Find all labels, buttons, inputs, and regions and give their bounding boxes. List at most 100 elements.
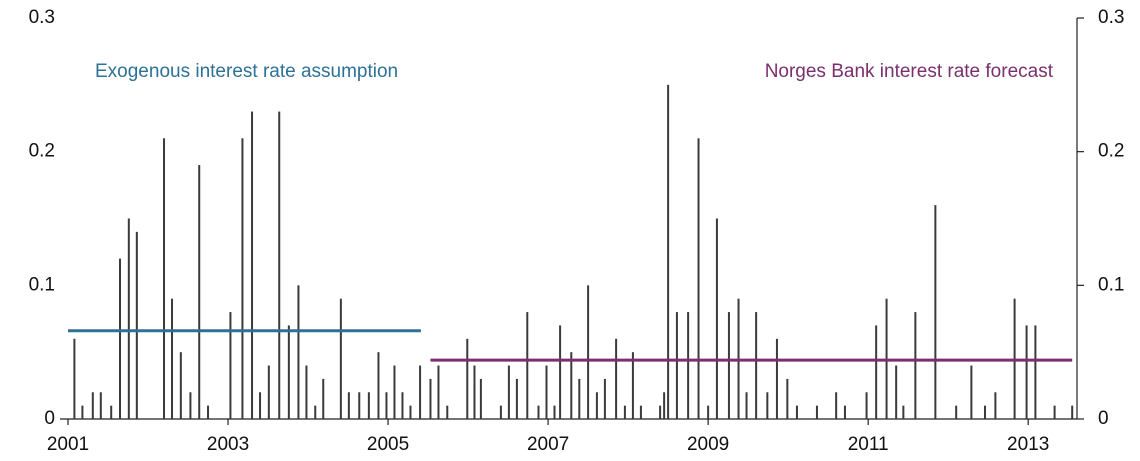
bar xyxy=(179,352,182,419)
bar xyxy=(110,405,113,419)
bar xyxy=(119,258,122,419)
bar xyxy=(401,392,404,419)
bar xyxy=(437,365,440,419)
x-tick-label: 2009 xyxy=(687,434,729,455)
bar xyxy=(526,312,529,419)
bar xyxy=(553,405,556,419)
bar xyxy=(914,312,917,419)
bar xyxy=(667,84,670,419)
bar xyxy=(875,325,878,419)
bar xyxy=(675,312,678,419)
bar xyxy=(305,365,308,419)
bar xyxy=(73,338,76,419)
bar xyxy=(385,392,388,419)
bar xyxy=(267,365,270,419)
bar xyxy=(135,231,138,419)
bar xyxy=(1034,325,1037,419)
bar xyxy=(595,392,598,419)
bar xyxy=(545,365,548,419)
bar xyxy=(377,352,380,419)
bar xyxy=(537,405,540,419)
bar xyxy=(473,365,476,419)
y2-tick-label: 0.2 xyxy=(1098,141,1124,162)
bar xyxy=(715,218,718,419)
bar xyxy=(99,392,102,419)
bar xyxy=(322,378,325,419)
bar xyxy=(663,392,666,419)
bar xyxy=(1053,405,1056,419)
x-tick-label: 2005 xyxy=(367,434,409,455)
y2-tick-label: 0 xyxy=(1098,408,1109,429)
bar xyxy=(775,338,778,419)
bar xyxy=(339,298,342,419)
bar xyxy=(419,365,422,419)
bar xyxy=(429,378,432,419)
bar xyxy=(297,285,300,419)
bar xyxy=(795,405,798,419)
line-label: Exogenous interest rate assumption xyxy=(95,61,398,82)
bar xyxy=(934,205,937,419)
bar xyxy=(198,165,201,419)
bar xyxy=(189,392,192,419)
bar xyxy=(659,405,662,419)
bar xyxy=(287,325,290,419)
bar xyxy=(479,378,482,419)
bar xyxy=(314,405,317,419)
bar xyxy=(91,392,94,419)
bar xyxy=(241,138,244,420)
bar xyxy=(393,365,396,419)
bar xyxy=(994,392,997,419)
bar xyxy=(229,312,232,419)
bar xyxy=(570,352,573,419)
x-tick-label: 2001 xyxy=(47,434,89,455)
bar xyxy=(587,285,590,419)
bar xyxy=(603,378,606,419)
bar xyxy=(1025,325,1028,419)
x-tick-label: 2003 xyxy=(207,434,249,455)
bar xyxy=(623,405,626,419)
bar xyxy=(955,405,958,419)
bar xyxy=(707,405,710,419)
x-tick-label: 2011 xyxy=(848,434,889,455)
bar xyxy=(895,365,898,419)
y-tick-label: 0.1 xyxy=(29,274,55,295)
y-tick-label: 0.2 xyxy=(29,141,55,162)
bar xyxy=(163,138,166,420)
bar xyxy=(766,392,769,419)
bar xyxy=(835,392,838,419)
bar xyxy=(970,365,973,419)
bar xyxy=(347,392,350,419)
bar xyxy=(259,392,262,419)
bar xyxy=(171,298,174,419)
bar xyxy=(367,392,370,419)
bar xyxy=(815,405,818,419)
bar xyxy=(515,378,518,419)
bar xyxy=(207,405,210,419)
bar xyxy=(466,338,469,419)
bar xyxy=(727,312,730,419)
bar xyxy=(278,111,281,420)
bar xyxy=(251,111,254,420)
y2-tick-label: 0.1 xyxy=(1098,274,1124,295)
bar xyxy=(409,405,412,419)
bar xyxy=(559,325,562,419)
y-tick-label: 0.3 xyxy=(29,7,55,28)
bar xyxy=(755,312,758,419)
bar xyxy=(615,338,618,419)
bar xyxy=(639,405,642,419)
x-tick-label: 2013 xyxy=(1007,434,1049,455)
bar xyxy=(983,405,986,419)
bar xyxy=(507,365,510,419)
bar xyxy=(902,405,905,419)
bar xyxy=(358,392,361,419)
y-tick-label: 0 xyxy=(44,408,55,429)
bar xyxy=(631,352,634,419)
y2-tick-label: 0.3 xyxy=(1098,7,1124,28)
bar xyxy=(745,392,748,419)
bar xyxy=(81,405,84,419)
x-tick-label: 2007 xyxy=(527,434,569,455)
bar xyxy=(687,312,690,419)
line-label: Norges Bank interest rate forecast xyxy=(765,61,1054,82)
